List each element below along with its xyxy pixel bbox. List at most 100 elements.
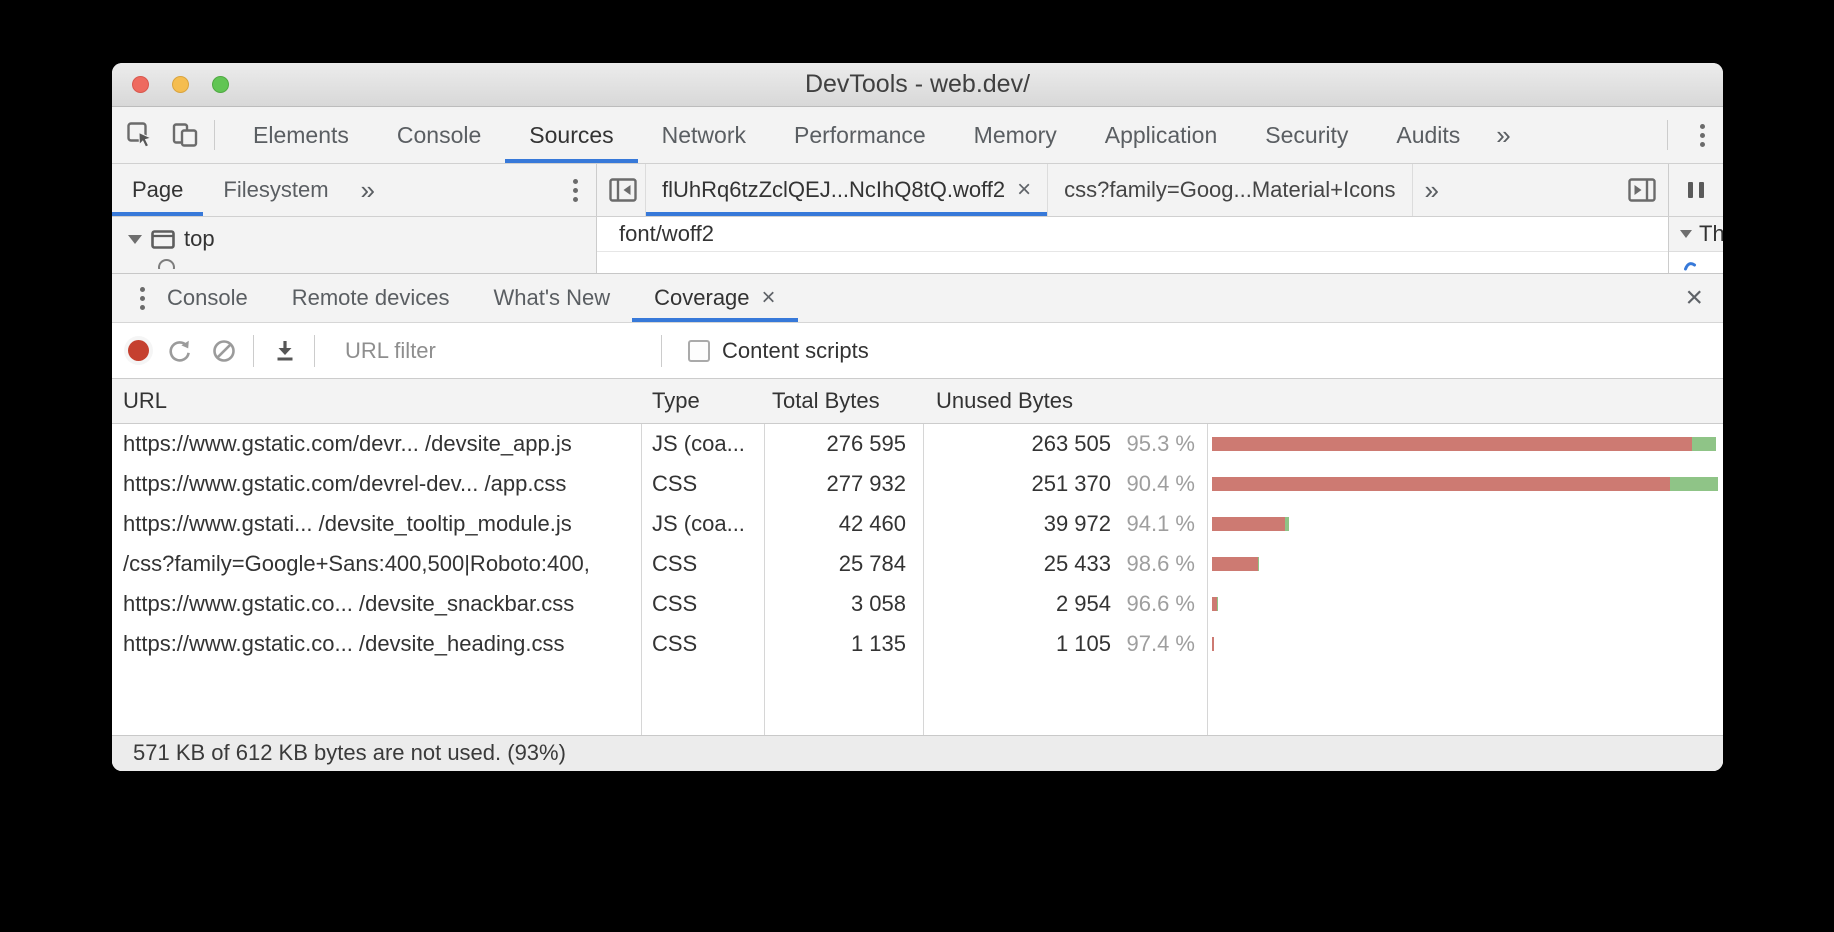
threads-section-header[interactable]: Th	[1669, 217, 1723, 252]
cell-unused: 1 105	[1055, 631, 1111, 656]
drawer-tab-coverage[interactable]: Coverage ×	[632, 274, 798, 322]
header-unused-bytes[interactable]: Unused Bytes	[936, 388, 1073, 413]
tab-memory[interactable]: Memory	[973, 121, 1057, 148]
cell-percent: 98.6 %	[1126, 551, 1196, 576]
navigator-tree: top	[112, 217, 597, 273]
main-tabbar: Elements Console Sources Network Perform…	[112, 107, 1723, 164]
export-button[interactable]	[272, 338, 298, 364]
download-icon	[272, 338, 298, 364]
devtools-window: DevTools - web.dev/ Elements Console Sou…	[112, 63, 1723, 771]
cell-total: 42 460	[838, 511, 906, 536]
drawer-tab-whats-new[interactable]: What's New	[493, 285, 611, 310]
drawer: Console Remote devices What's New Covera…	[112, 273, 1723, 771]
minimize-window-button[interactable]	[172, 76, 189, 93]
file-tab-css-family[interactable]: css?family=Goog...Material+Icons	[1048, 164, 1413, 216]
more-tabs-chevron[interactable]: »	[1496, 119, 1511, 150]
pause-on-exceptions-button[interactable]	[1668, 164, 1723, 216]
tab-page[interactable]: Page	[112, 164, 204, 216]
tab-filesystem[interactable]: Filesystem	[223, 177, 329, 202]
close-file-tab-icon[interactable]: ×	[1017, 176, 1032, 203]
drawer-menu-button[interactable]	[112, 286, 145, 310]
sources-subbar: Page Filesystem » flUhRq6tzZclQEJ...NcIh…	[112, 164, 1723, 217]
tab-console[interactable]: Console	[396, 121, 482, 148]
column-divider[interactable]	[764, 379, 765, 735]
close-coverage-tab-icon[interactable]: ×	[761, 284, 776, 311]
cell-unused: 263 505	[1031, 431, 1111, 456]
header-total-bytes[interactable]: Total Bytes	[772, 388, 880, 413]
show-debugger-button[interactable]	[1628, 178, 1656, 202]
zoom-window-button[interactable]	[212, 76, 229, 93]
column-divider[interactable]	[923, 379, 924, 735]
table-row[interactable]: https://www.gstatic.com/devr... /devsite…	[112, 424, 1723, 464]
table-row[interactable]: https://www.gstatic.co... /devsite_snack…	[112, 584, 1723, 624]
paused-indicator-icon	[1683, 258, 1723, 272]
table-row[interactable]: https://www.gstatic.co... /devsite_headi…	[112, 624, 1723, 664]
cell-total: 277 932	[826, 471, 906, 496]
tree-expand-caret-icon[interactable]	[128, 234, 142, 244]
content-scripts-checkbox[interactable]	[688, 339, 710, 362]
tab-performance[interactable]: Performance	[794, 121, 926, 148]
reload-button[interactable]	[167, 338, 193, 364]
header-url[interactable]: URL	[123, 388, 168, 413]
clear-button[interactable]	[211, 338, 237, 364]
column-divider[interactable]	[1207, 379, 1208, 735]
tab-elements[interactable]: Elements	[253, 121, 349, 148]
coverage-toolbar: Content scripts	[112, 323, 1723, 379]
tree-item-label: top	[184, 226, 215, 251]
inspect-element-button[interactable]	[126, 121, 154, 149]
globe-icon	[158, 259, 175, 269]
cell-percent: 96.6 %	[1126, 591, 1196, 616]
panel-expand-right-icon	[1628, 178, 1656, 202]
toolbar-divider	[314, 334, 315, 367]
section-caret-icon	[1680, 230, 1692, 238]
record-coverage-button[interactable]	[128, 340, 149, 361]
tab-security[interactable]: Security	[1265, 121, 1349, 148]
drawer-tab-remote-devices[interactable]: Remote devices	[291, 285, 450, 310]
devtools-menu-button[interactable]	[1682, 123, 1723, 147]
toggle-device-toolbar-button[interactable]	[170, 121, 200, 149]
panel-collapse-left-icon	[609, 178, 637, 202]
tab-network[interactable]: Network	[661, 121, 746, 148]
tab-sources[interactable]: Sources	[505, 107, 639, 163]
navigator-tabbar: Page Filesystem »	[112, 164, 597, 216]
tab-audits[interactable]: Audits	[1396, 121, 1461, 148]
cell-unused: 251 370	[1031, 471, 1111, 496]
table-header-row: URL Type Total Bytes Unused Bytes	[112, 379, 1723, 424]
navigator-menu-button[interactable]	[555, 178, 596, 202]
file-tab-woff2[interactable]: flUhRq6tzZclQEJ...NcIhQ8tQ.woff2 ×	[645, 164, 1049, 216]
cell-url: https://www.gstatic.com/devr... /devsite…	[123, 431, 572, 456]
navigator-more-tabs-chevron[interactable]: »	[360, 174, 375, 205]
tree-item-top[interactable]: top	[112, 223, 596, 255]
titlebar: DevTools - web.dev/	[112, 63, 1723, 107]
hide-navigator-button[interactable]	[609, 178, 637, 202]
header-type[interactable]: Type	[652, 388, 700, 413]
close-drawer-icon[interactable]: ×	[1685, 281, 1703, 314]
toolbar-divider	[661, 334, 662, 367]
cell-url: https://www.gstati... /devsite_tooltip_m…	[123, 511, 572, 536]
cell-unused: 2 954	[1055, 591, 1111, 616]
url-filter-input[interactable]	[319, 337, 645, 364]
cell-total: 3 058	[850, 591, 906, 616]
cell-type: JS (coa...	[652, 431, 745, 456]
usage-bar	[1207, 517, 1723, 531]
file-tab-label: css?family=Goog...Material+Icons	[1064, 177, 1396, 202]
cell-unused: 39 972	[1043, 511, 1111, 536]
toolbar-divider	[253, 334, 254, 367]
bar-unused	[1212, 557, 1258, 571]
bar-used	[1258, 557, 1259, 571]
table-row[interactable]: https://www.gstatic.com/devrel-dev... /a…	[112, 464, 1723, 504]
bar-unused	[1212, 597, 1217, 611]
cell-unused: 25 433	[1043, 551, 1111, 576]
table-row[interactable]: https://www.gstati... /devsite_tooltip_m…	[112, 504, 1723, 544]
drawer-tab-label: Coverage	[654, 285, 750, 310]
column-divider[interactable]	[641, 379, 642, 735]
tab-application[interactable]: Application	[1104, 121, 1218, 148]
editor-more-tabs-chevron[interactable]: »	[1424, 174, 1440, 205]
drawer-tab-console[interactable]: Console	[167, 285, 248, 310]
table-row[interactable]: /css?family=Google+Sans:400,500|Roboto:4…	[112, 544, 1723, 584]
content-scripts-label: Content scripts	[722, 337, 869, 363]
cell-type: CSS	[652, 471, 698, 496]
close-window-button[interactable]	[132, 76, 149, 93]
coverage-table: URL Type Total Bytes Unused Bytes https:…	[112, 379, 1723, 735]
bar-used	[1692, 437, 1716, 451]
